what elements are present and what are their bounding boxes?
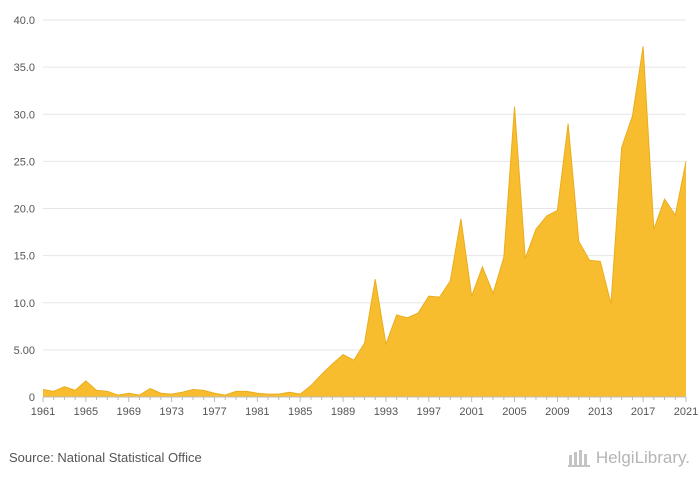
data-point [673, 213, 677, 217]
x-tick-label: 2021 [674, 406, 698, 418]
y-tick-label: 15.0 [14, 251, 35, 263]
data-point [566, 122, 570, 126]
area-fill [43, 46, 686, 397]
library-skyline-icon [567, 450, 590, 467]
data-point [352, 358, 356, 362]
data-point [212, 391, 216, 395]
data-point [62, 385, 66, 389]
data-point [309, 384, 313, 388]
data-point [502, 256, 506, 260]
data-point [416, 311, 420, 315]
data-point [652, 227, 656, 231]
data-point [523, 256, 527, 260]
data-point [545, 214, 549, 218]
data-point [170, 392, 174, 396]
x-tick-label: 1993 [374, 406, 398, 418]
x-axis-tick-labels: 1961 1965 1969 1973 1977 1981 1985 1989 1993 1997… [31, 406, 698, 418]
x-tick-label: 1985 [288, 406, 312, 418]
data-point [395, 313, 399, 317]
data-point [405, 316, 409, 320]
data-point [105, 389, 109, 393]
y-tick-label: 40.0 [14, 15, 35, 27]
area-outline [42, 46, 687, 396]
data-point [159, 391, 163, 395]
brand-name: HelgiLibrary. [595, 448, 690, 467]
y-tick-label: 30.0 [14, 109, 35, 121]
data-area [41, 44, 688, 397]
chart-footer: Source: National Statistical Office Helg… [0, 440, 700, 483]
data-point [330, 362, 334, 366]
x-tick-label: 1977 [202, 406, 226, 418]
y-tick-label: 25.0 [14, 156, 35, 168]
data-point [480, 265, 484, 269]
data-point [620, 145, 624, 149]
y-tick-label: 5.00 [14, 345, 35, 357]
data-point [513, 105, 517, 109]
data-point [148, 387, 152, 391]
brand-logo[interactable]: HelgiLibrary. [567, 448, 690, 468]
data-point [534, 227, 538, 231]
x-tick-label: 1973 [159, 406, 183, 418]
data-point [234, 389, 238, 393]
data-point [180, 390, 184, 394]
x-axis [42, 396, 687, 402]
y-tick-label: 0 [29, 392, 35, 404]
data-point [41, 387, 45, 391]
data-point [438, 295, 442, 299]
data-point [663, 197, 667, 201]
x-tick-label: 1961 [31, 406, 55, 418]
x-tick-label: 2017 [631, 406, 655, 418]
data-point [191, 387, 195, 391]
data-point [588, 258, 592, 262]
y-tick-label: 10.0 [14, 298, 35, 310]
x-tick-label: 1981 [245, 406, 269, 418]
grid-lines [43, 19, 686, 351]
data-point [427, 294, 431, 298]
y-tick-label: 35.0 [14, 62, 35, 74]
data-point [52, 389, 56, 393]
x-tick-label: 1997 [417, 406, 441, 418]
data-point [127, 391, 131, 395]
data-point [555, 208, 559, 212]
x-tick-label: 2001 [459, 406, 483, 418]
data-point [95, 388, 99, 392]
data-point [277, 392, 281, 396]
data-point [245, 389, 249, 393]
x-tick-label: 1989 [331, 406, 355, 418]
data-point [609, 302, 613, 306]
data-point [384, 342, 388, 346]
data-point [320, 372, 324, 376]
data-point [630, 114, 634, 118]
y-tick-label: 20.0 [14, 204, 35, 216]
data-point [459, 217, 463, 221]
data-point [255, 391, 259, 395]
source-text: Source: National Statistical Office [9, 450, 202, 465]
data-point [363, 341, 367, 345]
data-point [577, 239, 581, 243]
x-tick-label: 2005 [502, 406, 526, 418]
data-point [598, 259, 602, 263]
data-point [684, 159, 688, 163]
data-point [73, 388, 77, 392]
data-point [287, 390, 291, 394]
data-point [470, 294, 474, 298]
x-tick-label: 2013 [588, 406, 612, 418]
y-axis-tick-labels: 0 5.00 10.0 15.0 20.0 25.0 30.0 35.0 40.0 [14, 15, 35, 404]
x-tick-label: 1965 [74, 406, 98, 418]
data-point [341, 353, 345, 357]
data-point [84, 379, 88, 383]
data-point [491, 291, 495, 295]
data-point [448, 279, 452, 283]
x-tick-label: 2009 [545, 406, 569, 418]
x-tick-label: 1969 [116, 406, 140, 418]
data-point [266, 392, 270, 396]
data-point [202, 388, 206, 392]
data-point [373, 277, 377, 281]
data-point [641, 44, 645, 48]
data-point [298, 392, 302, 396]
